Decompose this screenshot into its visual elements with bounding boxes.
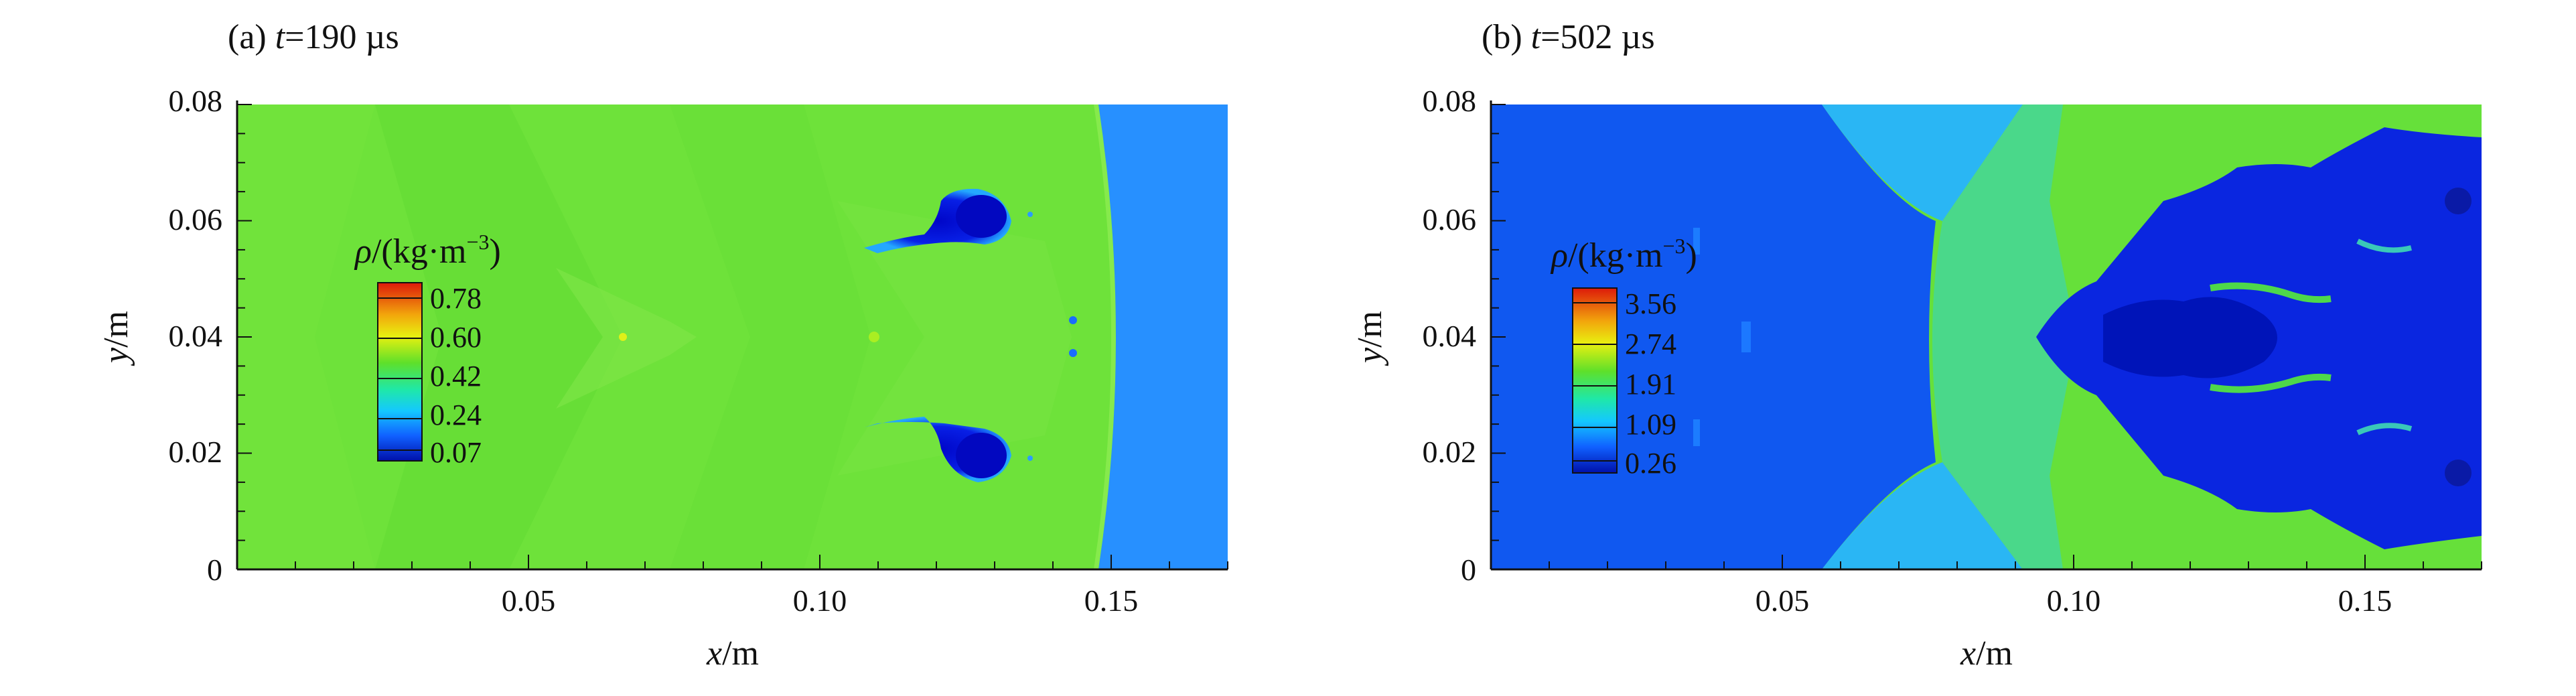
panel-b-y-tick-labels: 0 0.02 0.04 0.06 0.08	[1423, 84, 1477, 587]
panel-a-legend: ρ/(kg·m−3) 0.78 0.60 0.42 0.24 0.07	[354, 230, 501, 469]
panel-b-x-axis-label: x/m	[1960, 634, 2013, 673]
panel-b-y-tick-label: 0.02	[1423, 435, 1477, 469]
panel-a-x-axis-label: x/m	[706, 634, 759, 673]
panel-a-legend-value: 0.60	[430, 321, 482, 354]
panel-b-legend-value: 1.91	[1625, 368, 1676, 401]
panel-b-x-tick-label: 0.10	[2047, 583, 2101, 618]
panel-a-y-tick-labels: 0 0.02 0.04 0.06 0.08	[169, 84, 223, 587]
panel-b-y-axis-label: y/m	[1351, 311, 1389, 366]
panel-b-legend-value: 1.09	[1625, 408, 1676, 441]
panel-a-y-tick-label: 0.06	[169, 202, 223, 236]
panel-a-axes	[236, 100, 1228, 571]
panel-a-x-tick-label: 0.10	[793, 583, 847, 618]
panel-b-y-tick-label: 0.04	[1423, 319, 1477, 353]
panel-a-x-tick-label: 0.05	[502, 583, 556, 618]
panel-b-legend: ρ/(kg·m−3) 3.56 2.74 1.91 1.09 0.26	[1550, 234, 1697, 480]
panel-b-x-tick-label: 0.05	[1756, 583, 1810, 618]
panel-b-legend-value: 3.56	[1625, 287, 1676, 320]
panel-a-legend-title: ρ/(kg·m−3)	[354, 230, 501, 271]
panel-a-field	[237, 105, 1228, 569]
panel-b-axes	[1490, 100, 2482, 571]
panel-b-y-tick-label: 0	[1461, 553, 1476, 587]
panel-a-x-tick-labels: 0.05 0.10 0.15	[502, 583, 1139, 618]
panel-a-title: (a) t=190 µs	[228, 18, 399, 56]
panel-b: (b) t=502 µs	[1351, 18, 2482, 673]
panel-a-legend-value: 0.24	[430, 399, 482, 431]
panel-a-legend-value: 0.42	[430, 360, 482, 393]
panel-a-legend-value: 0.07	[430, 436, 482, 469]
panel-a-y-tick-label: 0.02	[169, 435, 223, 469]
panel-b-legend-value: 0.26	[1625, 447, 1676, 480]
panel-a-y-tick-label: 0.04	[169, 319, 223, 353]
panel-b-colorbar-ticks	[1573, 302, 1617, 462]
panel-b-title: (b) t=502 µs	[1482, 18, 1655, 56]
panel-b-ticks	[1491, 104, 2482, 570]
panel-b-x-tick-labels: 0.05 0.10 0.15	[1756, 583, 2392, 618]
panel-b-colorbar	[1572, 287, 1618, 474]
panel-a-ticks	[237, 104, 1228, 570]
panel-b-y-tick-label: 0.06	[1423, 202, 1477, 236]
panel-b-x-tick-label: 0.15	[2338, 583, 2392, 618]
panel-a-y-tick-label: 0.08	[169, 84, 223, 118]
panel-a-colorbar-ticks	[378, 297, 422, 451]
panel-b-y-tick-label: 0.08	[1423, 84, 1477, 118]
panel-a-x-tick-label: 0.15	[1084, 583, 1139, 618]
panel-a-y-axis-label: y/m	[97, 311, 135, 366]
panel-b-legend-value: 2.74	[1625, 328, 1676, 360]
panel-b-legend-title: ρ/(kg·m−3)	[1550, 234, 1697, 275]
panel-a-legend-value: 0.78	[430, 282, 482, 315]
panel-a-y-tick-label: 0	[207, 553, 222, 587]
panel-a: (a) t=190 µs	[97, 18, 1228, 673]
panel-a-colorbar	[377, 282, 423, 462]
